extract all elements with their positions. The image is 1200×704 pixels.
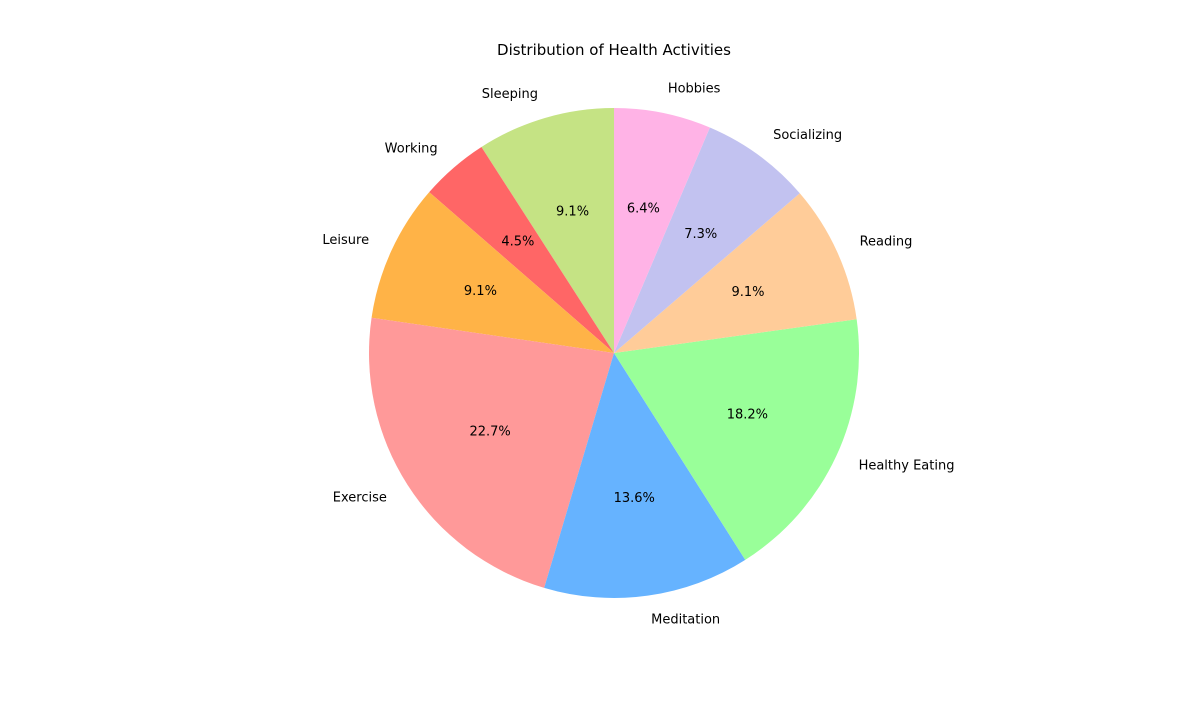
slice-label-reading: Reading [860,235,913,250]
pie-slice-leisure [371,192,614,353]
slice-label-socializing: Socializing [773,128,842,143]
pie-slices [368,107,859,599]
pie-slice-exercise [368,317,614,588]
slice-label-hobbies: Hobbies [668,81,721,96]
pct-label-sleeping: 9.1% [556,204,589,219]
pct-label-meditation: 13.6% [614,491,655,506]
pct-label-socializing: 7.3% [684,227,717,242]
slice-label-healthy-eating: Healthy Eating [859,459,955,474]
slice-label-exercise: Exercise [333,491,387,506]
chart-title: Distribution of Health Activities [497,41,731,59]
slice-label-leisure: Leisure [322,233,369,248]
pct-label-exercise: 22.7% [469,425,510,440]
slice-label-working: Working [385,142,438,157]
slice-label-sleeping: Sleeping [482,87,538,102]
pie-slice-sleeping [481,108,614,353]
pie-slice-reading [614,193,857,353]
pct-label-hobbies: 6.4% [627,201,660,216]
pct-label-healthy-eating: 18.2% [727,407,768,422]
slice-label-meditation: Meditation [651,612,720,627]
pie-percent-labels: 9.1% 4.5% 9.1% 22.7% 13.6% 18.2% 9.1% 7.3% 6.4% [464,201,768,506]
pie-slice-socializing [614,127,800,353]
pie-slice-labels: Sleeping Working Leisure Exercise Meditation… [322,81,954,627]
pie-slice-hobbies [614,107,710,353]
pct-label-working: 4.5% [501,234,534,249]
pie-slice-healthy-eating [614,319,859,560]
pie-slice-meditation [544,353,746,599]
pct-label-reading: 9.1% [731,285,764,300]
pie-slice-working [429,146,614,353]
pct-label-leisure: 9.1% [464,284,497,299]
